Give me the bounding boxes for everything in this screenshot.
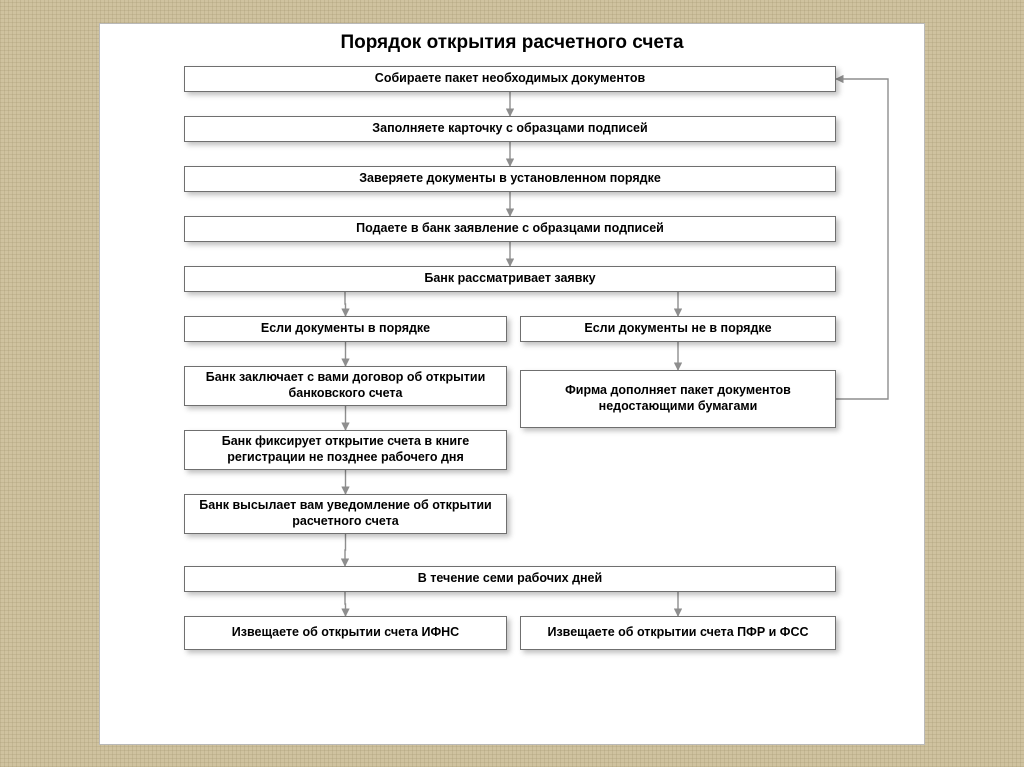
flow-node: Подаете в банк заявление с образцами под… (184, 216, 836, 242)
flowchart-page: Порядок открытия расчетного счета Собира… (99, 23, 925, 745)
flow-node: Если документы не в порядке (520, 316, 836, 342)
flow-node: Извещаете об открытии счета ИФНС (184, 616, 507, 650)
flow-node: Фирма дополняет пакет документов недоста… (520, 370, 836, 428)
flow-node: Банк высылает вам уведомление об открыти… (184, 494, 507, 534)
flow-node: Извещаете об открытии счета ПФР и ФСС (520, 616, 836, 650)
flow-node: Банк рассматривает заявку (184, 266, 836, 292)
page-title: Порядок открытия расчетного счета (100, 32, 924, 54)
flow-node: Собираете пакет необходимых документов (184, 66, 836, 92)
flow-node: Заполняете карточку с образцами подписей (184, 116, 836, 142)
flow-node: Банк заключает с вами договор об открыти… (184, 366, 507, 406)
flow-node: Банк фиксирует открытие счета в книге ре… (184, 430, 507, 470)
flow-node: В течение семи рабочих дней (184, 566, 836, 592)
flow-node: Если документы в порядке (184, 316, 507, 342)
flow-node: Заверяете документы в установленном поря… (184, 166, 836, 192)
